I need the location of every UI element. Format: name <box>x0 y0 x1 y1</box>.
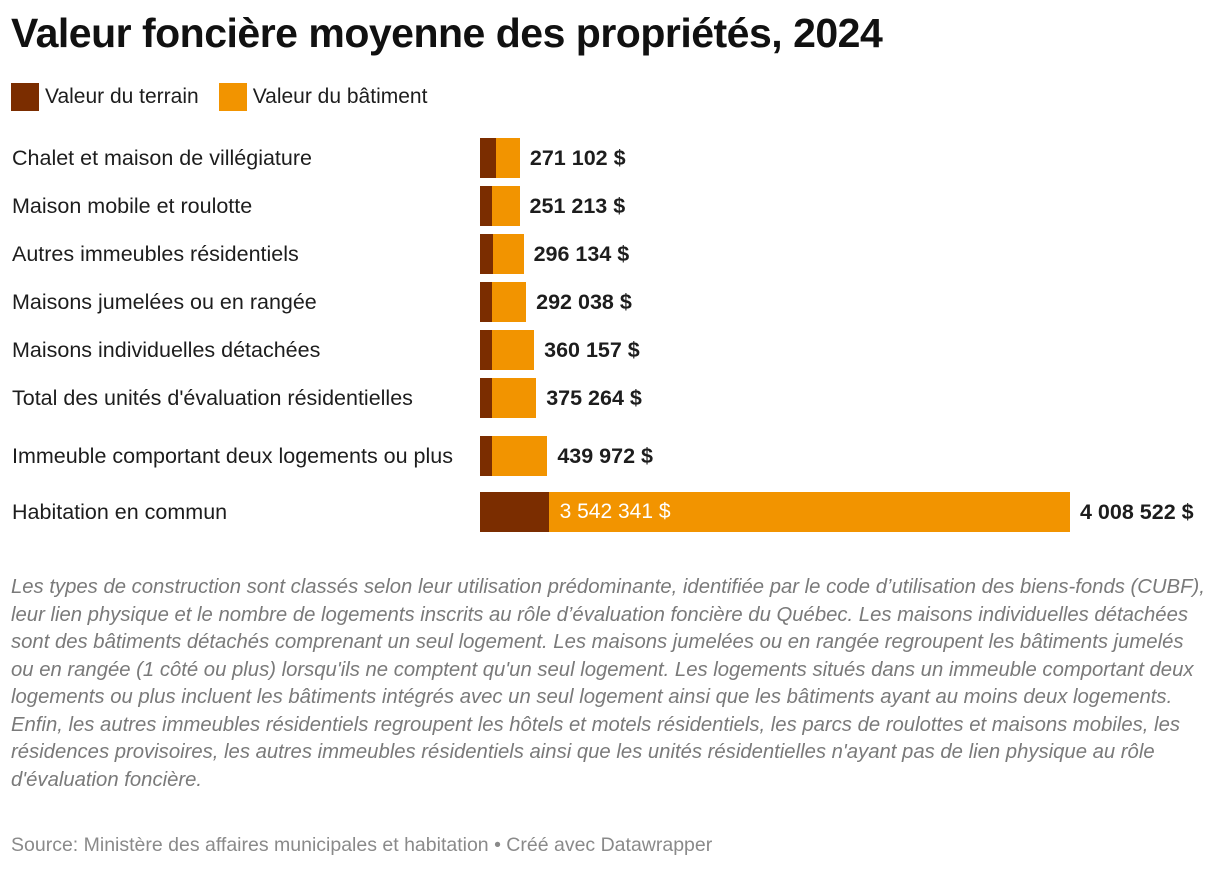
chart-legend: Valeur du terrain Valeur du bâtiment <box>11 82 427 112</box>
bar-total-label: 439 972 $ <box>557 444 653 468</box>
bar-segment-batiment <box>496 138 520 178</box>
category-label: Total des unités d'évaluation résidentie… <box>12 386 413 410</box>
bar-total-label: 251 213 $ <box>529 194 626 218</box>
bar-total-label: 271 102 $ <box>529 146 626 170</box>
category-label: Immeuble comportant deux logements ou pl… <box>12 444 453 468</box>
chart-source: Source: Ministère des affaires municipal… <box>11 834 713 856</box>
bar-segment-terrain <box>480 492 549 532</box>
bar-segment-batiment <box>492 234 524 274</box>
bar-segment-batiment <box>492 330 535 370</box>
legend-label-terrain: Valeur du terrain <box>45 85 199 108</box>
bar-segment-terrain <box>480 234 493 274</box>
legend-label-batiment: Valeur du bâtiment <box>252 85 428 108</box>
bar-inner-value-label: 3 542 341 $ <box>559 500 671 523</box>
bar-segment-batiment <box>492 378 537 418</box>
bar-total-label: 296 134 $ <box>533 242 630 266</box>
legend-item-terrain: Valeur du terrain <box>11 83 199 111</box>
chart-notes: Les types de construction sont classés s… <box>11 576 1205 791</box>
category-label: Maisons jumelées ou en rangée <box>12 290 317 314</box>
bar-segment-terrain <box>480 378 492 418</box>
bar-total-label: 292 038 $ <box>536 290 632 314</box>
category-label: Maison mobile et roulotte <box>12 194 253 218</box>
bar-segment-batiment <box>492 282 527 322</box>
category-label: Chalet et maison de villégiature <box>12 146 312 170</box>
category-label: Autres immeubles résidentiels <box>12 242 299 266</box>
bar-segment-batiment <box>548 492 1070 532</box>
bar-total-label: 360 157 $ <box>544 338 640 362</box>
legend-swatch-terrain <box>11 83 39 111</box>
chart-title: Valeur foncière moyenne des propriétés, … <box>11 10 883 56</box>
category-label: Maisons individuelles détachées <box>12 338 321 362</box>
bar-segment-batiment <box>492 436 548 476</box>
bar-segment-terrain <box>480 282 492 322</box>
bar-segment-terrain <box>480 186 492 226</box>
bar-segment-terrain <box>480 138 497 178</box>
bar-total-label: 375 264 $ <box>546 386 642 410</box>
bar-segment-terrain <box>480 330 492 370</box>
bar-segment-batiment <box>492 186 520 226</box>
legend-swatch-batiment <box>218 83 247 111</box>
bar-segment-terrain <box>480 436 492 476</box>
bar-total-label: 4 008 522 $ <box>1080 500 1194 524</box>
category-label: Habitation en commun <box>12 500 228 524</box>
legend-item-batiment: Valeur du bâtiment <box>218 83 428 111</box>
